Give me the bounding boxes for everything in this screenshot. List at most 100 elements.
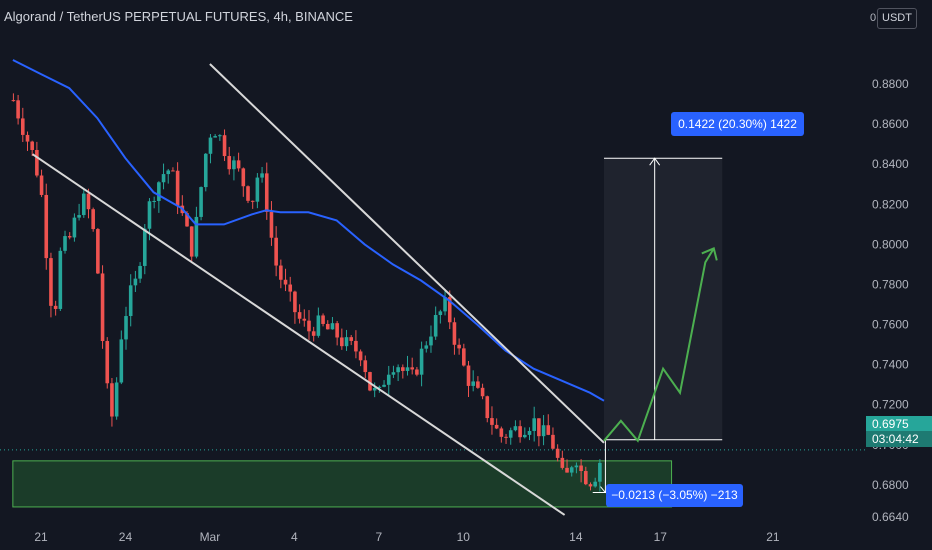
lower-trendline (31, 153, 566, 516)
y-tick-label: 0.8400 (872, 157, 909, 171)
candle-body (438, 311, 443, 316)
target-box (604, 158, 723, 440)
last-price-tag: 0.6975 (866, 416, 932, 432)
candle-body (325, 323, 330, 330)
candle-body (35, 149, 39, 176)
candle-body (476, 381, 480, 388)
candle-body (264, 173, 269, 212)
candle-body (288, 284, 293, 292)
projection-path (603, 247, 715, 443)
candle-body (81, 193, 86, 216)
candle-body (39, 175, 44, 195)
candle-body (462, 348, 466, 366)
loss-measure-label: −0.0213 (−3.05%) −213 (606, 484, 743, 507)
candle-body (297, 312, 302, 319)
candle-body (396, 367, 400, 373)
candle-body (124, 316, 128, 340)
candle-body (579, 465, 583, 472)
candle-body (307, 320, 311, 332)
candle-body (67, 236, 72, 238)
upper-trendline (209, 63, 605, 444)
currency-button[interactable]: USDT (877, 8, 917, 29)
candle-body (293, 291, 297, 313)
candle-body (424, 345, 429, 349)
candle-body (175, 170, 180, 206)
candle-body (518, 426, 522, 438)
candle-body (457, 344, 461, 349)
candle-body (274, 237, 278, 266)
candle-body (218, 135, 222, 137)
candle-body (86, 193, 91, 210)
candle-body (138, 265, 142, 279)
candle-body (311, 331, 316, 336)
candle-body (349, 337, 354, 341)
candle-body (391, 372, 396, 375)
candle-body (583, 471, 588, 485)
x-tick-label: 21 (34, 530, 48, 544)
candle-body (527, 430, 532, 435)
candle-body (316, 315, 321, 336)
candle-body (513, 426, 518, 431)
candle-body (565, 467, 569, 473)
scale-corner-label: 0 (870, 12, 877, 24)
chart-title: Algorand / TetherUS PERPETUAL FUTURES, 4… (4, 9, 353, 24)
candle-body (185, 213, 189, 227)
candle-body (386, 374, 391, 385)
candle-body (354, 340, 358, 352)
y-tick-label: 0.7600 (872, 318, 909, 332)
x-tick-label: Mar (200, 530, 221, 544)
candle-body (100, 273, 105, 342)
y-tick-label: 0.6640 (872, 510, 909, 524)
candle-body (250, 200, 255, 202)
candle-body (335, 323, 339, 338)
candle-body (523, 434, 527, 438)
candle-body (405, 367, 410, 371)
candle-body (569, 467, 574, 473)
x-tick-label: 14 (569, 530, 583, 544)
candle-body (537, 418, 541, 437)
y-tick-label: 0.7200 (872, 398, 909, 412)
candle-body (77, 215, 81, 218)
candle-body (429, 336, 433, 346)
candle-body (30, 141, 34, 150)
candle-body (302, 318, 307, 321)
candle-body (236, 160, 241, 169)
projection-arrow-head (701, 247, 718, 261)
candle-body (194, 216, 199, 257)
x-tick-label: 10 (457, 530, 471, 544)
candle-body (363, 360, 368, 373)
y-tick-label: 0.8800 (872, 77, 909, 91)
candle-body (142, 228, 147, 266)
candle-body (485, 396, 490, 419)
candle-body (232, 160, 236, 170)
x-tick-label: 17 (654, 530, 668, 544)
candle-body (419, 348, 424, 375)
candle-body (171, 170, 175, 172)
candle-body (452, 322, 457, 345)
candle-body (372, 387, 377, 391)
candle-body (415, 369, 419, 375)
candle-body (255, 177, 260, 202)
y-tick-label: 0.6800 (872, 478, 909, 492)
candle-body (199, 187, 203, 217)
candle-body (447, 297, 452, 323)
candle-body (490, 418, 494, 425)
candle-body (279, 265, 283, 280)
candle-body (541, 425, 546, 437)
candle-body (532, 418, 536, 431)
y-tick-label: 0.7800 (872, 277, 909, 291)
candle-body (58, 250, 63, 309)
x-tick-label: 7 (375, 530, 382, 544)
candle-body (203, 153, 208, 188)
candle-body (44, 194, 49, 259)
candle-body (157, 182, 161, 201)
candle-body (494, 424, 499, 429)
candle-body (368, 372, 372, 391)
candle-body (433, 315, 438, 337)
candle-body (53, 305, 58, 309)
candle-body (133, 278, 138, 286)
candle-body (72, 217, 77, 238)
candle-body (241, 168, 246, 187)
